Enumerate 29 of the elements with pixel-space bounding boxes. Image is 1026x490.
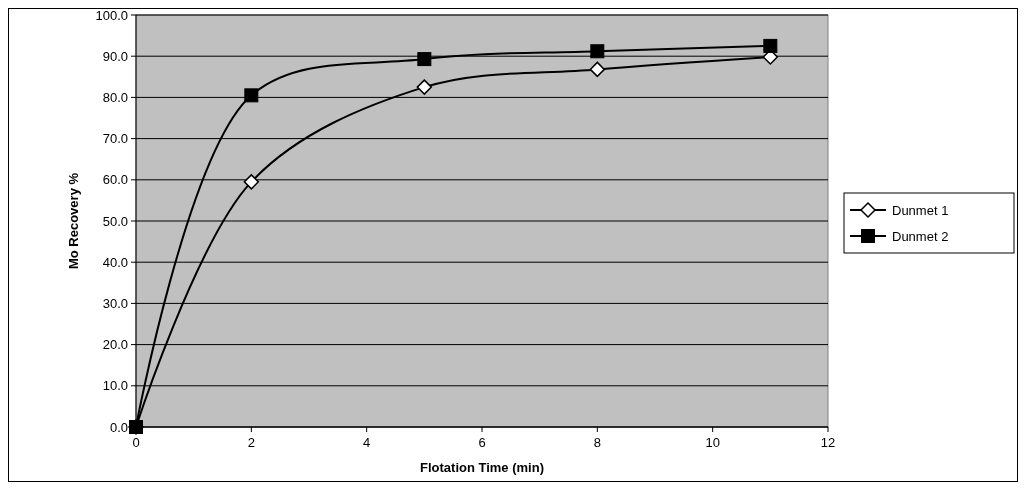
y-tick-label: 60.0	[102, 172, 128, 188]
point	[417, 52, 432, 67]
x-tick-label: 6	[478, 435, 486, 450]
x-tick-label: 0	[132, 435, 140, 450]
y-tick-label: 70.0	[102, 131, 128, 147]
y-tick-label: 80.0	[102, 89, 128, 105]
point	[244, 88, 259, 103]
legend-label: Dunmet 1	[892, 202, 949, 218]
y-tick-label: 90.0	[102, 48, 128, 64]
point	[243, 174, 260, 190]
x-tick-label: 4	[363, 435, 371, 450]
point	[416, 79, 433, 95]
point	[589, 61, 606, 78]
x-tick-label: 2	[247, 435, 255, 450]
y-tick-label: 30.0	[102, 295, 128, 311]
y-axis-title: Mo Recovery %	[66, 172, 81, 270]
x-tick-label: 8	[593, 435, 601, 450]
y-tick-label: 10.0	[102, 378, 128, 394]
y-tick-label: 100.0	[95, 7, 128, 23]
y-tick-label: 0.0	[109, 419, 128, 435]
x-tick-label: 10	[705, 435, 720, 450]
point	[590, 44, 605, 59]
y-tick-label: 20.0	[102, 337, 128, 353]
y-tick-label: 40.0	[102, 254, 128, 270]
y-tick-label: 50.0	[102, 213, 128, 229]
point	[763, 38, 778, 53]
x-tick-label: 12	[820, 435, 836, 450]
x-axis-title: Flotation Time (min)	[420, 460, 544, 475]
legend-label: Dunmet 2	[892, 228, 949, 244]
